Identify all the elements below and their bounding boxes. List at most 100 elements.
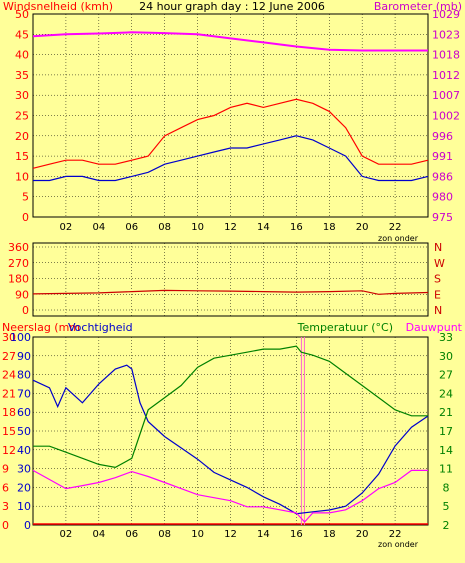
direction-y-tick-labels: 0 90 180 270 360 <box>8 241 29 317</box>
compass-tick-4: N <box>434 304 442 317</box>
wind-y-tick-30: 30 <box>15 89 29 102</box>
rain-y-tick-12: 12 <box>2 444 16 457</box>
compass-tick-1: W <box>434 257 445 270</box>
wind-y-tick-40: 40 <box>15 49 29 62</box>
direction-line <box>32 289 429 295</box>
rain-y-tick-0: 0 <box>2 519 9 532</box>
barometer-y-tick-labels: 975 980 986 991 996 1002 1007 1012 1018 1023 1029 <box>432 8 460 224</box>
climate-x-tick-16: 16 <box>290 529 303 540</box>
direction-gridlines <box>33 243 428 316</box>
sunset-note: zon onder <box>378 234 419 243</box>
baro-y-tick-1029: 1029 <box>432 8 460 21</box>
wind-x-tick-08: 08 <box>158 222 171 233</box>
hum-y-tick-0: 0 <box>24 519 31 532</box>
direction-series <box>32 289 429 295</box>
baro-y-tick-996: 996 <box>432 130 453 143</box>
rain-y-tick-30: 30 <box>2 331 16 344</box>
hum-line <box>32 364 429 515</box>
wind-y-axis-title: Windsnelheid (kmh) <box>3 0 113 13</box>
baro-y-tick-980: 980 <box>432 191 453 204</box>
climate-x-tick-02: 02 <box>60 529 73 540</box>
climate-x-tick-06: 06 <box>125 529 138 540</box>
wind-y-tick-0: 0 <box>22 211 29 224</box>
dew-line <box>32 469 428 523</box>
wind-x-tick-14: 14 <box>257 222 270 233</box>
climate-x-tick-08: 08 <box>158 529 171 540</box>
rain-y-tick-labels: 0 3 6 9 12 15 18 21 24 27 30 <box>2 331 16 532</box>
climate-x-tick-20: 20 <box>356 529 369 540</box>
wind-x-tick-22: 22 <box>389 222 402 233</box>
temp-y-tick-33: 33 <box>439 331 453 344</box>
dewpoint-y-axis-title: Dauwpunt <box>406 321 463 334</box>
chart-title: 24 hour graph day : 12 June 2006 <box>139 0 325 13</box>
temp-y-tick-5: 5 <box>443 500 450 513</box>
dir-y-tick-270: 270 <box>8 257 29 270</box>
temperature-y-tick-labels: 2 5 8 11 14 17 21 24 27 30 33 <box>439 331 453 532</box>
wind-x-tick-10: 10 <box>191 222 204 233</box>
wind-x-tick-18: 18 <box>323 222 336 233</box>
temp-y-tick-8: 8 <box>443 481 450 494</box>
hum-y-tick-50: 50 <box>17 425 31 438</box>
rain-y-tick-15: 15 <box>2 425 16 438</box>
climate-x-tick-04: 04 <box>92 529 105 540</box>
hum-y-tick-40: 40 <box>17 444 31 457</box>
baro-y-tick-1002: 1002 <box>432 110 460 123</box>
wind-y-tick-15: 15 <box>15 150 29 163</box>
climate-panel: 0 3 6 9 12 15 18 21 24 27 30 0 10 20 30 40 50 60 70 80 90 10… <box>2 321 463 549</box>
compass-tick-0: N <box>434 241 442 254</box>
wind-series <box>32 31 429 182</box>
temp-line <box>33 345 428 469</box>
rain-y-tick-6: 6 <box>2 481 9 494</box>
wind-x-tick-labels: 02 04 06 08 10 12 14 16 18 20 22 <box>60 222 402 233</box>
climate-x-tick-14: 14 <box>257 529 270 540</box>
climate-x-tick-labels: 02 04 06 08 10 12 14 16 18 20 22 <box>60 529 402 540</box>
compass-tick-2: S <box>434 273 441 286</box>
baro-y-tick-1018: 1018 <box>432 49 460 62</box>
climate-x-tick-22: 22 <box>389 529 402 540</box>
wind-x-tick-12: 12 <box>224 222 237 233</box>
climate-x-tick-10: 10 <box>191 529 204 540</box>
sunset-note-lower: zon onder <box>378 540 419 549</box>
wind-x-tick-06: 06 <box>125 222 138 233</box>
wind-x-tick-04: 04 <box>92 222 105 233</box>
temperature-y-axis-title: Temperatuur (°C) <box>297 321 393 334</box>
gust-line <box>32 98 429 169</box>
wind-y-tick-10: 10 <box>15 170 29 183</box>
temp-y-tick-14: 14 <box>439 444 453 457</box>
rain-y-tick-3: 3 <box>2 500 9 513</box>
hum-y-tick-80: 80 <box>17 369 31 382</box>
wind-y-tick-5: 5 <box>22 191 29 204</box>
wind-y-tick-50: 50 <box>15 8 29 21</box>
temp-y-tick-24: 24 <box>439 387 453 400</box>
temp-y-tick-11: 11 <box>439 463 453 476</box>
climate-x-tick-12: 12 <box>224 529 237 540</box>
wind-x-tick-16: 16 <box>290 222 303 233</box>
wind-x-tick-20: 20 <box>356 222 369 233</box>
humidity-y-axis-title: Vochtigheid <box>68 321 133 334</box>
rain-y-tick-18: 18 <box>2 406 16 419</box>
dir-y-tick-180: 180 <box>8 273 29 286</box>
dir-y-tick-360: 360 <box>8 241 29 254</box>
baro-y-tick-975: 975 <box>432 211 453 224</box>
hum-y-tick-20: 20 <box>17 481 31 494</box>
baro-line <box>32 31 428 52</box>
barometer-y-axis-title: Barometer (mb) <box>374 0 462 13</box>
baro-y-tick-986: 986 <box>432 170 453 183</box>
hum-y-tick-100: 100 <box>10 331 31 344</box>
compass-tick-3: E <box>434 288 441 301</box>
baro-y-tick-1007: 1007 <box>432 89 460 102</box>
climate-x-tick-18: 18 <box>323 529 336 540</box>
hum-y-tick-70: 70 <box>17 387 31 400</box>
dir-y-tick-90: 90 <box>15 288 29 301</box>
rain-y-tick-24: 24 <box>2 369 16 382</box>
avg-line <box>33 135 429 182</box>
hum-y-tick-90: 90 <box>17 350 31 363</box>
baro-y-tick-1023: 1023 <box>432 28 460 41</box>
rain-y-tick-27: 27 <box>2 350 16 363</box>
rain-y-tick-9: 9 <box>2 463 9 476</box>
hum-y-tick-10: 10 <box>17 500 31 513</box>
wind-y-tick-labels: 0 5 10 15 20 25 30 35 40 45 50 <box>15 8 29 224</box>
